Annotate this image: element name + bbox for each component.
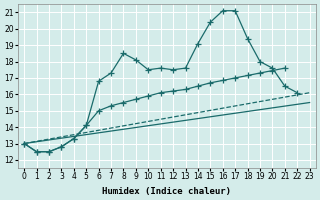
- X-axis label: Humidex (Indice chaleur): Humidex (Indice chaleur): [102, 187, 231, 196]
